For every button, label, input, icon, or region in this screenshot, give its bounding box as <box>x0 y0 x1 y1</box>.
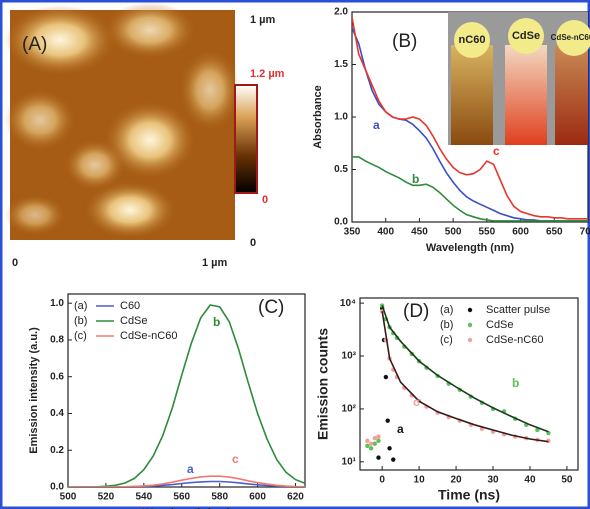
curve-tag: a <box>187 462 194 476</box>
inset-label: CdSe-nC60 <box>551 33 590 42</box>
legend-swatch <box>468 323 472 327</box>
x-tick-label: 700 <box>580 227 590 238</box>
x-axis-title: Wavelength (nm) <box>426 242 515 254</box>
legend-key: (a) <box>440 304 453 316</box>
colorbar-label-bottom: 0 <box>262 194 268 206</box>
curve-tag: a <box>373 118 380 132</box>
legend-label: Scatter pulse <box>486 304 550 316</box>
curve-tag: a <box>397 422 404 436</box>
legend-key: (c) <box>440 334 453 346</box>
curve-tag: c <box>413 395 420 409</box>
y-tick-label: 10² <box>342 404 357 415</box>
legend-label: CdSe <box>486 319 514 331</box>
legend-key: (c) <box>74 330 87 342</box>
x-tick-label: 10 <box>414 475 426 486</box>
y-tick-label: 0.6 <box>50 371 64 382</box>
legend-label: CdSe <box>120 315 148 327</box>
x-tick-label: 20 <box>451 475 463 486</box>
x-axis-title: Time (ns) <box>438 487 500 503</box>
data-point <box>376 434 380 438</box>
curve-tag: b <box>213 315 220 329</box>
x-tick-label: 30 <box>487 475 499 486</box>
x-tick-label: 650 <box>546 227 563 238</box>
x-tick-label: 600 <box>512 227 529 238</box>
data-point <box>376 439 380 443</box>
y-tick-label: 0.4 <box>50 408 64 419</box>
data-point <box>369 441 373 445</box>
curve-tag: c <box>232 452 239 466</box>
figure: (A) 1 µm 0 0 1 µm 1.2 µm 0 3504004505005… <box>0 0 590 509</box>
y-tick-label: 0.8 <box>50 335 64 346</box>
x-tick-label: 620 <box>287 492 304 503</box>
y-axis-label-top: 1 µm <box>250 14 276 26</box>
curve-tag: b <box>412 172 419 186</box>
x-axis-label-left: 0 <box>12 257 18 269</box>
y-tick-label: 10³ <box>342 351 357 362</box>
legend-label: CdSe-nC60 <box>120 330 177 342</box>
x-tick-label: 350 <box>344 227 361 238</box>
data-point <box>384 375 388 379</box>
legend-key: (b) <box>440 319 453 331</box>
legend-key: (a) <box>74 300 87 312</box>
x-tick-label: 550 <box>479 227 496 238</box>
colorbar-label-top: 1.2 µm <box>250 68 285 80</box>
y-axis-title: Emission counts <box>315 328 331 440</box>
data-point <box>369 446 373 450</box>
legend-label: C60 <box>120 300 140 312</box>
y-axis-title: Absorbance <box>312 85 324 149</box>
y-tick-label: 1.5 <box>334 59 348 70</box>
x-axis-label-right: 1 µm <box>202 257 228 269</box>
x-tick-label: 560 <box>173 492 190 503</box>
x-tick-label: 540 <box>135 492 152 503</box>
y-axis-label-bottom: 0 <box>250 237 256 249</box>
y-tick-label: 10¹ <box>342 456 357 467</box>
y-tick-label: 0.0 <box>334 217 348 228</box>
x-tick-label: 40 <box>524 475 536 486</box>
x-tick-label: 0 <box>379 475 385 486</box>
data-point <box>391 457 395 461</box>
data-point <box>376 455 380 459</box>
y-axis-title: Emission intensity (a.u.) <box>28 327 40 454</box>
x-tick-label: 520 <box>98 492 115 503</box>
y-tick-label: 0.0 <box>50 482 64 493</box>
y-tick-label: 2.0 <box>334 7 348 18</box>
data-point <box>386 418 390 422</box>
x-tick-label: 600 <box>249 492 266 503</box>
legend-swatch <box>468 308 472 312</box>
panel-label: (A) <box>22 34 47 55</box>
panel-label: (C) <box>258 297 284 318</box>
data-point <box>365 439 369 443</box>
y-tick-label: 10⁴ <box>340 298 356 309</box>
x-tick-label: 50 <box>561 475 573 486</box>
inset-label: nC60 <box>459 34 486 46</box>
panel-label: (B) <box>392 31 417 52</box>
legend-label: CdSe-nC60 <box>486 334 543 346</box>
curve-tag: b <box>512 376 519 390</box>
x-tick-label: 580 <box>211 492 228 503</box>
x-tick-label: 500 <box>60 492 77 503</box>
inset-label: CdSe <box>512 30 540 42</box>
legend-key: (b) <box>74 315 87 327</box>
legend-swatch <box>468 338 472 342</box>
y-tick-label: 1.0 <box>334 112 348 123</box>
x-tick-label: 450 <box>411 227 428 238</box>
data-point <box>365 444 369 448</box>
y-tick-label: 1.0 <box>50 298 64 309</box>
curve-tag: c <box>493 144 500 158</box>
data-point <box>387 446 391 450</box>
x-tick-label: 500 <box>445 227 462 238</box>
y-tick-label: 0.2 <box>50 445 64 456</box>
y-tick-label: 0.5 <box>334 164 348 175</box>
x-tick-label: 400 <box>377 227 394 238</box>
panel-label: (D) <box>403 301 429 322</box>
